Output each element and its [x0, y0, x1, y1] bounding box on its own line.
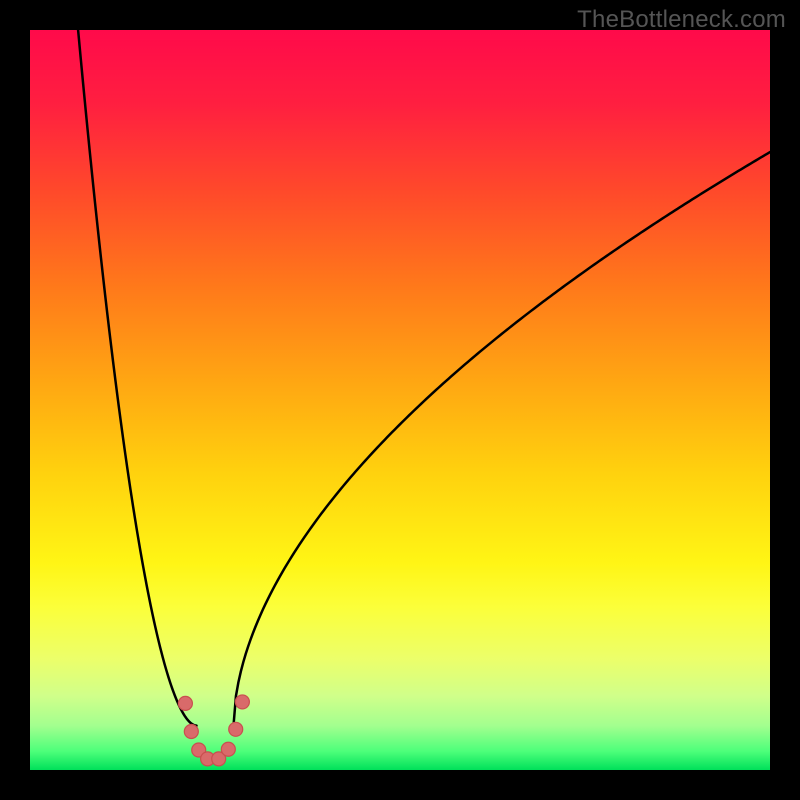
optimal-marker — [184, 725, 198, 739]
optimal-marker — [229, 722, 243, 736]
bottleneck-plot — [30, 30, 770, 770]
optimal-marker — [178, 696, 192, 710]
optimal-marker — [221, 742, 235, 756]
watermark-label: TheBottleneck.com — [577, 6, 786, 34]
gradient-background — [30, 30, 770, 770]
stage: TheBottleneck.com — [0, 0, 800, 800]
optimal-marker — [235, 695, 249, 709]
plot-svg — [30, 30, 770, 770]
